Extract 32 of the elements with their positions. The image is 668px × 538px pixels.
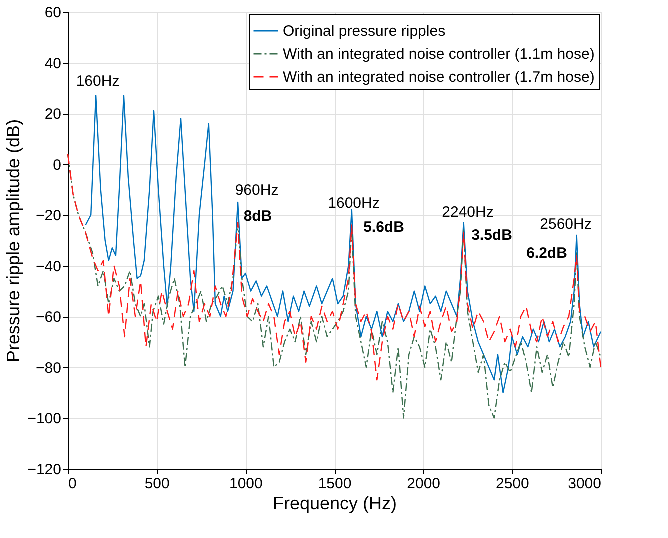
- x-tick-label: 1000: [229, 476, 263, 492]
- y-tick-label: 0: [53, 156, 62, 174]
- y-tick-label: −100: [28, 410, 62, 428]
- y-tick-label: −60: [36, 309, 62, 326]
- legend-label: With an integrated noise controller (1.7m hose): [283, 69, 595, 86]
- y-tick-label: 40: [44, 55, 62, 72]
- y-tick-label: −80: [36, 360, 62, 377]
- x-tick-label: 3000: [568, 476, 602, 492]
- y-tick-label: 20: [44, 106, 62, 124]
- annotation: 2240Hz: [442, 204, 494, 221]
- legend-label: With an integrated noise controller (1.1m hose): [283, 46, 595, 63]
- x-tick-label: 500: [144, 476, 170, 492]
- annotation: 8dB: [244, 208, 272, 225]
- x-tick-label: 2500: [496, 476, 530, 492]
- x-axis-title: Frequency (Hz): [272, 494, 398, 514]
- y-tick-label: −120: [28, 462, 62, 478]
- x-tick-label: 1500: [318, 476, 352, 492]
- annotation: 960Hz: [235, 182, 279, 199]
- annotation: 160Hz: [76, 73, 120, 90]
- y-tick-label: −40: [36, 258, 62, 276]
- y-tick-label: 60: [44, 4, 62, 22]
- annotation: 5.6dB: [364, 219, 405, 236]
- annotation: 1600Hz: [328, 195, 380, 212]
- legend-label: Original pressure ripples: [283, 23, 446, 40]
- y-tick-label: −20: [36, 208, 62, 225]
- line-series: [85, 95, 602, 394]
- x-tick-label: 0: [68, 476, 77, 492]
- y-axis-title: Pressure ripple amplitude (dB): [4, 119, 24, 363]
- annotation: 3.5dB: [472, 227, 513, 244]
- annotation: 2560Hz: [540, 216, 592, 233]
- annotation: 6.2dB: [526, 245, 568, 262]
- x-tick-label: 2000: [407, 476, 441, 492]
